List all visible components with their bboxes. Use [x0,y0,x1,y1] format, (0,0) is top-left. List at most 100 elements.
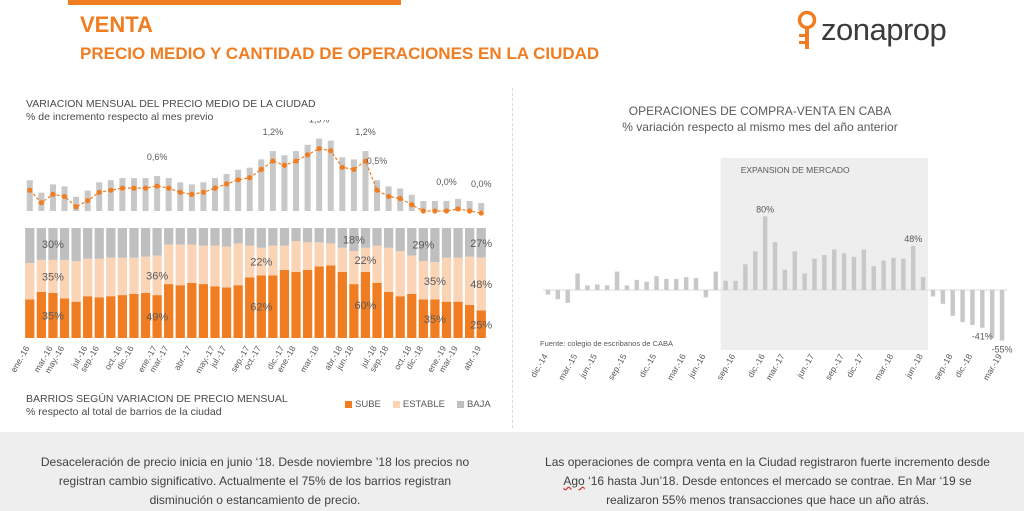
expansion-region [720,158,929,350]
chart1-data-label: 0,0% [471,179,492,189]
chart2-segment-estable [326,243,336,266]
chart2-segment-baja [256,228,266,248]
chart3-x-tick: mar.-17 [764,352,787,382]
chart3-x-tick: mar.-16 [665,352,688,382]
chart1-bar [269,151,276,211]
chart1-point [339,164,345,170]
chart2-segment-sube [291,272,301,338]
chart2-segment-estable [395,251,405,297]
chart3-bar [585,285,590,290]
chart3-bar [575,273,580,290]
chart2-segment-estable [48,259,58,293]
chart2-segment-estable [383,247,394,292]
chart2-segment-sube [453,301,463,338]
chart1-bar [188,184,195,211]
chart1-data-label: 1,5% [309,120,330,125]
chart2-segment-baja [129,228,139,258]
chart2-segment-sube [94,297,104,338]
chart2-segment-baja [152,228,162,256]
chart2-segment-sube [302,269,313,338]
left-footer-text: Desaceleración de precio inicia en junio… [40,455,470,507]
chart2-segment-sube [465,305,475,338]
chart2-label-sube: 25% [470,319,492,331]
chart1-bar [107,180,114,211]
chart2-segment-baja [372,228,382,246]
chart1-bar [211,178,218,211]
chart3-bar [832,249,837,290]
chart3-x-tick: sep.-15 [606,352,629,382]
chart1-bar [455,198,462,211]
chart2-segment-sube [279,269,290,338]
chart2-segment-estable [175,244,185,286]
chart3-bar [792,251,797,290]
column-divider [512,88,514,428]
chart1-point [362,158,369,164]
chart2-segment-sube [245,277,255,338]
chart2-segment-baja [140,228,151,257]
chart2-segment-baja [383,228,394,248]
chart2-segment-estable [198,245,209,285]
chart1-point [386,193,392,200]
chart2-segment-sube [349,284,359,338]
chart2-segment-estable [372,245,382,283]
chart2-x-tick: abr.-19 [461,344,483,372]
chart2-segment-baja [164,228,174,245]
chart2-segment-estable [221,246,232,288]
chart3-bar [545,290,551,295]
chart3-bar [713,271,718,290]
chart2-segment-estable [337,247,347,272]
chart2-segment-baja [175,228,185,245]
chart3-bar [891,257,896,290]
chart2-label-estable: 22% [250,257,272,269]
chart2-legend: SUBE ESTABLE BAJA [345,399,491,410]
chart3-bar [989,290,995,338]
chart1-point [73,204,79,210]
chart3-bar [723,280,728,290]
chart2-segment-estable [256,247,266,276]
chart3-bar [999,290,1005,341]
chart2-segment-estable [268,245,278,276]
chart2-segment-sube [59,298,70,338]
chart3-data-label: -55% [992,345,1013,355]
chart3-bar [822,255,827,290]
chart1-bar [339,157,346,211]
chart3-bar [841,253,847,290]
chart1-bar [246,167,253,211]
chart2-segment-baja [117,228,128,258]
chart2-label-baja: 18% [343,235,365,247]
chart2-subtitle: % respecto al total de barrios de la ciu… [26,406,222,418]
chart1-point [154,183,160,189]
top-accent-bar [68,0,401,5]
chart1-point [119,185,125,191]
chart1-data-label: 1,2% [263,127,284,137]
chart3-x-tick: mar.-15 [556,352,579,382]
chart2-segment-baja [233,228,243,244]
chart2-segment-estable [407,255,417,294]
chart1-bar [466,201,473,211]
chart2-segment-estable [210,245,220,287]
chart1-point [270,158,276,164]
chart1-point [304,152,311,158]
chart2-label-baja: 29% [412,240,434,252]
chart2-x-tick: ene.-16 [8,344,31,374]
chart3-bar [743,264,748,290]
chart2-segment-estable [36,259,46,292]
chart2-segment-estable [302,242,313,270]
chart1-bar [119,178,126,211]
chart2-segment-sube [117,295,128,338]
chart1-point [397,195,403,202]
chart2-segment-sube [152,295,162,338]
chart3-bar [772,242,778,290]
chart1-point [409,202,415,208]
chart2-segment-baja [210,228,220,246]
chart3-x-tick: jun.-16 [685,352,707,381]
chart2-segment-baja [94,228,104,259]
chart3-bar [901,258,906,290]
chart1-point [420,208,426,214]
chart2-segment-sube [210,286,220,338]
chart3-bar [654,276,659,290]
chart2-segment-sube [71,301,81,338]
chart3-bar [960,290,965,323]
chart2-segment-estable [164,244,174,285]
chart2-segment-baja [418,228,428,261]
